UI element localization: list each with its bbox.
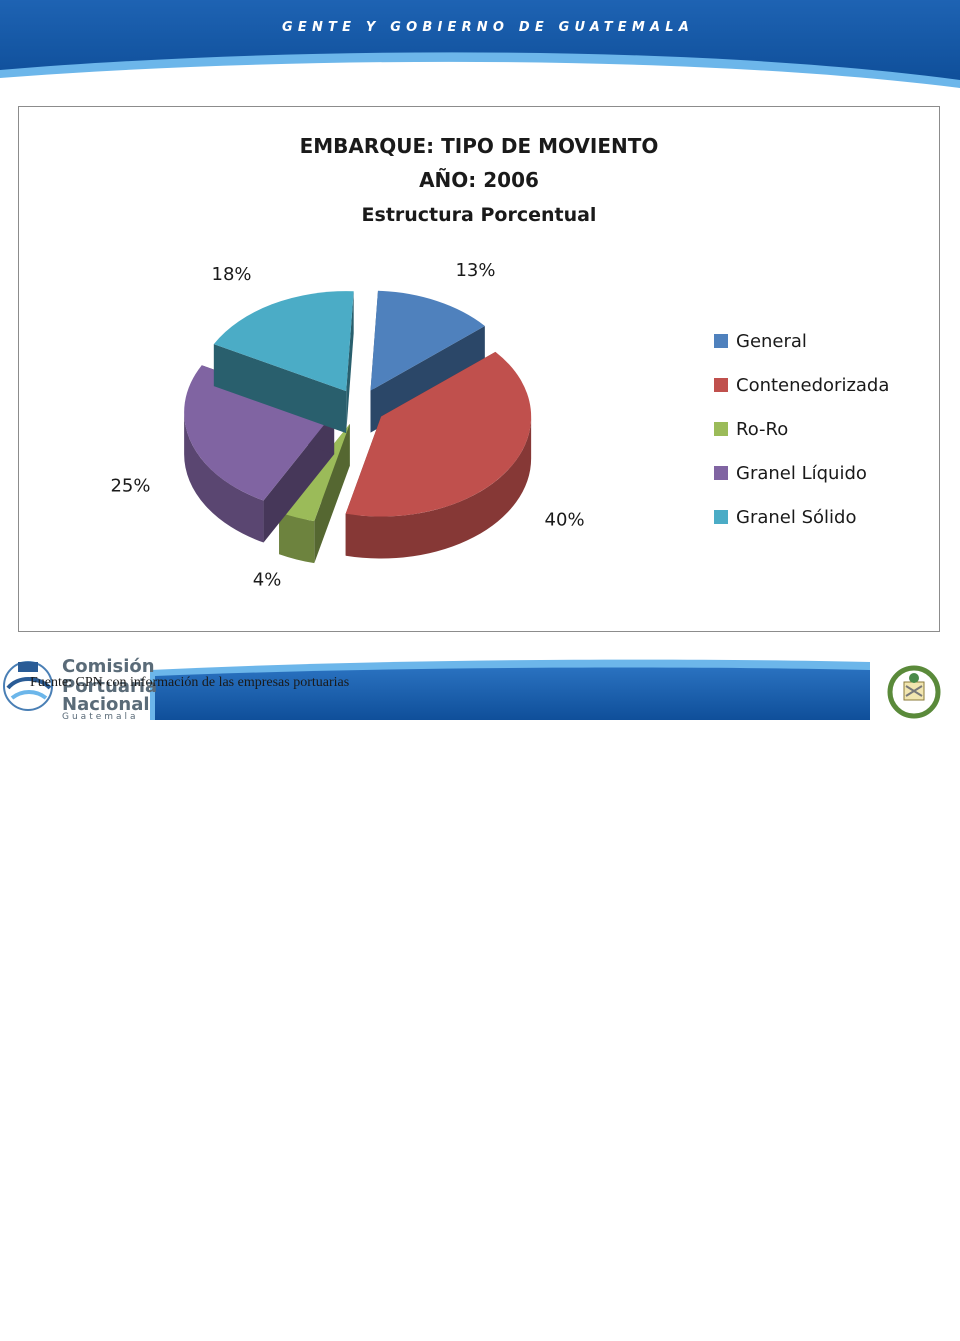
- pie-slices: [184, 290, 532, 564]
- guatemala-emblem-icon: [884, 660, 944, 720]
- pie-slice-top: [213, 291, 354, 392]
- data-labels: 13% 40% 4% 25% 18%: [110, 260, 584, 591]
- pie-slice-contenedorizada: [345, 351, 532, 559]
- pie-slice-edge-end: [346, 291, 354, 434]
- pie-slice-side: [184, 412, 264, 543]
- legend-swatch-ro-ro: [714, 422, 728, 436]
- legend-label-granel-líquido: Granel Líquido: [736, 463, 867, 484]
- cpn-logo-icon: [3, 661, 53, 711]
- top-banner: GENTE Y GOBIERNO DE GUATEMALA: [0, 0, 960, 100]
- chart-frame: EMBARQUE: TIPO DE MOVIENTO AÑO: 2006 Est…: [18, 106, 940, 632]
- legend-swatch-granel-líquido: [714, 466, 728, 480]
- chart-title-line-2: AÑO: 2006: [419, 168, 539, 192]
- bottom-banner: UNIDOS, SEGURO VAMOS ADELANTE »: [0, 640, 960, 1341]
- logo-line-4: Guatemala: [62, 712, 139, 722]
- emblem-graphic: [887, 665, 941, 719]
- legend-label-general: General: [736, 331, 807, 352]
- pie-slice-top: [345, 351, 532, 517]
- logo-line-2: Portuaria: [62, 676, 158, 697]
- legend-swatch-granel-sólido: [714, 510, 728, 524]
- bottom-banner-graphic: [150, 659, 870, 720]
- legend-swatch-general: [714, 334, 728, 348]
- legend-swatch-contenedorizada: [714, 378, 728, 392]
- data-label-contenedorizada: 40%: [545, 510, 585, 531]
- chart-title-line-1: EMBARQUE: TIPO DE MOVIENTO: [300, 134, 659, 158]
- legend-label-contenedorizada: Contenedorizada: [736, 375, 889, 396]
- cpn-logo: Comisión Portuaria Nacional Guatemala: [0, 648, 165, 722]
- legend: General Contenedorizada Ro-Ro Granel Líquid…: [714, 331, 889, 528]
- pie-slice-side: [279, 512, 315, 564]
- slogan-arrows-icon: »: [825, 1321, 842, 1341]
- pie-slice-edge-start: [213, 344, 347, 434]
- chart-title-line-3: Estructura Porcentual: [362, 204, 597, 226]
- slogan-label: UNIDOS, SEGURO VAMOS ADELANTE: [334, 1321, 816, 1341]
- logo-line-1: Comisión: [62, 656, 155, 677]
- data-label-granel-sólido: 18%: [212, 264, 252, 285]
- pie-slice-general: [370, 290, 485, 433]
- legend-label-granel-sólido: Granel Sólido: [736, 507, 856, 528]
- legend-label-ro-ro: Ro-Ro: [736, 419, 788, 440]
- data-label-granel-líquido: 25%: [110, 476, 150, 497]
- pie-slice-edge-end: [370, 325, 485, 433]
- top-banner-graphic: [0, 0, 960, 88]
- pie-slice-top: [370, 290, 485, 391]
- data-label-general: 13%: [455, 260, 495, 281]
- source-note: Fuente: CPN con información de las empre…: [30, 675, 350, 690]
- pie-slice-side: [345, 416, 532, 559]
- logo-line-3: Nacional: [62, 694, 150, 715]
- slogan-text: UNIDOS, SEGURO VAMOS ADELANTE »: [334, 1321, 841, 1341]
- data-label-ro-ro: 4%: [253, 570, 282, 591]
- pie-slice-granel-sólido: [213, 291, 354, 434]
- top-banner-text: GENTE Y GOBIERNO DE GUATEMALA: [282, 20, 695, 35]
- pie-chart: EMBARQUE: TIPO DE MOVIENTO AÑO: 2006 Est…: [110, 134, 889, 591]
